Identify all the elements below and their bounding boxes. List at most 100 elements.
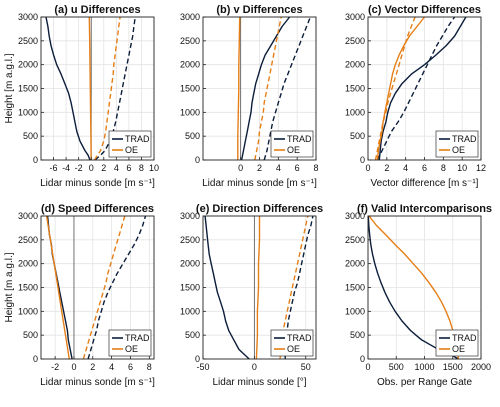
- series-oe-solid: [45, 215, 70, 360]
- legend-box: [270, 130, 314, 158]
- x-tick-label: 50: [301, 362, 311, 372]
- series-oe-solid: [88, 16, 92, 161]
- x-tick-label: 4: [109, 362, 114, 372]
- y-tick-label: 1500: [180, 84, 200, 94]
- y-tick-label: 2500: [180, 36, 200, 46]
- x-axis-label: Lidar minus sonde [m s⁻¹]: [202, 178, 317, 189]
- panel-4: -2 0 2 4 6 8 0 500 1000 1500 2000 2500 3000(d) Speed…: [4, 203, 155, 388]
- x-tick-label: 1000: [414, 362, 434, 372]
- y-axis-label: Height [m a.g.l.]: [4, 53, 15, 123]
- y-tick-label: 3000: [180, 211, 200, 221]
- legend-label-oe: OE: [287, 145, 300, 155]
- series-oe-dashed: [82, 215, 126, 360]
- x-tick-label: 4: [276, 163, 281, 173]
- y-tick-label: 3000: [345, 12, 365, 22]
- legend-label-trad: TRAD: [125, 333, 150, 343]
- x-tick-label: 0: [252, 362, 257, 372]
- x-axis-label: Vector difference [m s⁻¹]: [371, 178, 479, 189]
- y-tick-label: 500: [350, 131, 365, 141]
- legend-box: [108, 329, 152, 357]
- y-tick-label: 2000: [180, 259, 200, 269]
- panel-title: (b) v Differences: [216, 4, 302, 16]
- y-tick-label: 0: [33, 155, 38, 165]
- x-tick-label: 12: [476, 163, 486, 173]
- series-oe-solid: [255, 216, 261, 360]
- y-tick-label: 3000: [18, 211, 38, 221]
- legend-label-trad: TRAD: [287, 134, 312, 144]
- y-tick-label: 500: [23, 330, 38, 340]
- legend-label-oe: OE: [452, 145, 465, 155]
- y-tick-label: 500: [350, 330, 365, 340]
- legend-label-oe: OE: [452, 344, 465, 354]
- x-tick-label: -50: [196, 362, 209, 372]
- legend-box: [435, 130, 479, 158]
- y-tick-label: 2500: [345, 235, 365, 245]
- y-tick-label: 1500: [345, 84, 365, 94]
- y-tick-label: 0: [360, 155, 365, 165]
- y-tick-label: 2500: [180, 235, 200, 245]
- series-trad-solid: [367, 215, 459, 360]
- x-tick-label: -2: [51, 362, 59, 372]
- legend-box: [435, 329, 479, 357]
- panel-1: -6 -4 -2 0 2 4 6 8 10050010001500200025003000(a)…: [4, 4, 159, 189]
- x-tick-label: 6: [295, 163, 300, 173]
- series-trad-dashed: [263, 16, 312, 161]
- legend-label-trad: TRAD: [125, 134, 150, 144]
- legend-box: [270, 329, 314, 357]
- x-tick-label: 0: [365, 362, 370, 372]
- y-tick-label: 2000: [18, 60, 38, 70]
- x-tick-label: 6: [422, 163, 427, 173]
- series-oe-dashed: [374, 16, 416, 161]
- y-tick-label: 1000: [345, 306, 365, 316]
- y-axis-label: Height [m a.g.l.]: [4, 252, 15, 322]
- series-trad-dashed: [94, 16, 136, 161]
- y-tick-label: 1500: [18, 283, 38, 293]
- y-tick-label: 0: [195, 354, 200, 364]
- series-trad-solid: [45, 16, 91, 161]
- x-tick-label: 0: [238, 163, 243, 173]
- legend-label-trad: TRAD: [452, 134, 477, 144]
- x-tick-label: 0: [365, 163, 370, 173]
- x-axis-label: Lidar minus sonde [m s⁻¹]: [40, 178, 155, 189]
- y-tick-label: 2000: [18, 259, 38, 269]
- x-tick-label: 8: [313, 163, 318, 173]
- legend-label-trad: TRAD: [287, 333, 312, 343]
- legend-box: [108, 130, 152, 158]
- x-tick-label: 8: [147, 362, 152, 372]
- x-tick-label: 6: [126, 163, 131, 173]
- series-oe-solid: [237, 16, 241, 160]
- x-tick-label: 1500: [443, 362, 463, 372]
- panel-title: (e) Direction Differences: [196, 203, 323, 215]
- y-tick-label: 1000: [180, 107, 200, 117]
- y-tick-label: 500: [185, 131, 200, 141]
- y-tick-label: 2000: [345, 259, 365, 269]
- y-tick-label: 1500: [345, 283, 365, 293]
- y-tick-label: 500: [23, 131, 38, 141]
- panel-3: 0 2 4 6 8 10 12 0 500 1000 1500 2000 2500 3000(c) Vec…: [345, 4, 486, 189]
- x-tick-label: 0: [89, 163, 94, 173]
- y-tick-label: 2000: [180, 60, 200, 70]
- panel-title: (a) u Differences: [54, 4, 140, 16]
- x-tick-label: 8: [139, 163, 144, 173]
- panel-title: (f) Valid Intercomparisons: [357, 203, 492, 215]
- x-tick-label: 2: [101, 163, 106, 173]
- x-tick-label: -6: [50, 163, 58, 173]
- series-oe-dashed: [254, 16, 282, 161]
- series-trad-dashed: [376, 16, 456, 161]
- x-tick-label: 2: [90, 362, 95, 372]
- series-trad-solid: [378, 16, 467, 161]
- x-axis-label: Lidar minus sonde [m s⁻¹]: [40, 377, 155, 388]
- panel-2: 0 2 4 6 8 0 500 1000 1500 2000 2500 3000 (b) v Diffe…: [180, 4, 319, 189]
- x-tick-label: 2: [384, 163, 389, 173]
- legend-label-trad: TRAD: [452, 333, 477, 343]
- y-tick-label: 0: [195, 155, 200, 165]
- series-oe-dashed: [279, 215, 309, 360]
- panel-6: 0 500 1000 1500 2000 0 500 1000 1500 2000 2500 3000…: [345, 203, 492, 388]
- y-tick-label: 500: [185, 330, 200, 340]
- x-tick-label: 8: [441, 163, 446, 173]
